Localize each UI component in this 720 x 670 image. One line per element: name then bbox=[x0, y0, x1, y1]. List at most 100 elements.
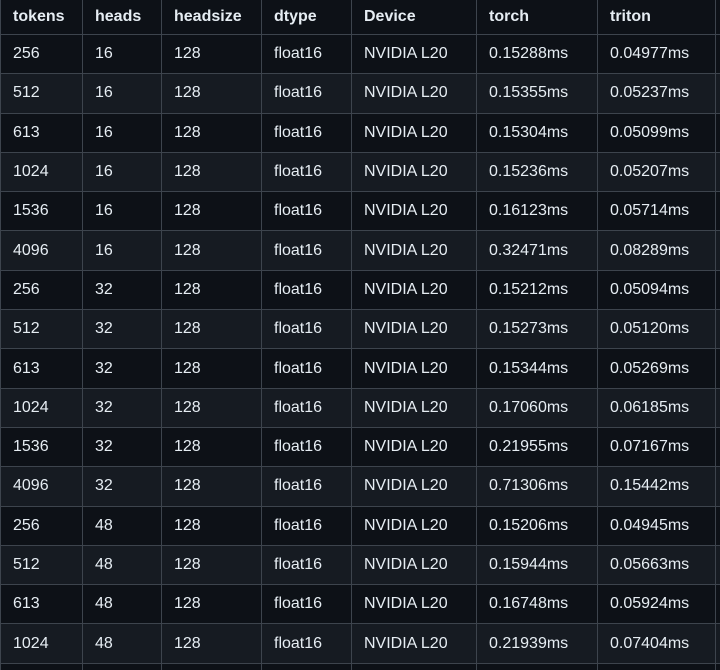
table-cell: float16 bbox=[261, 584, 352, 625]
table-cell: 0.32471ms bbox=[476, 230, 598, 271]
table-cell: NVIDIA L20 bbox=[351, 73, 477, 114]
table-cell-cropped bbox=[715, 230, 720, 271]
table-cell: 0.15273ms bbox=[476, 309, 598, 350]
table-cell: 32 bbox=[82, 309, 162, 350]
table-body: 256 16 128 float16 NVIDIA L20 0.15288ms 0.0497… bbox=[0, 33, 720, 670]
table-cell: 512 bbox=[0, 73, 83, 114]
table-cell: 4096 bbox=[0, 230, 83, 271]
table-row: 1024 32 128 float16 NVIDIA L20 0.17060ms 0.061… bbox=[0, 387, 720, 428]
table-cell: NVIDIA L20 bbox=[351, 466, 477, 507]
table-cell-cropped bbox=[715, 387, 720, 428]
table-row: 613 32 128 float16 NVIDIA L20 0.15344ms 0.0526… bbox=[0, 348, 720, 389]
table-cell: 0.21955ms bbox=[476, 426, 598, 468]
table-cell-cropped bbox=[715, 466, 720, 507]
table-cell: 0.71306ms bbox=[476, 466, 598, 507]
table-cell: 48 bbox=[82, 623, 162, 664]
table-cell: float16 bbox=[261, 151, 352, 193]
table-cell: 512 bbox=[0, 544, 83, 586]
table-cell: 256 bbox=[0, 33, 83, 75]
table-cell: float16 bbox=[261, 623, 352, 664]
table-cell-cropped bbox=[261, 662, 352, 670]
table-cell: NVIDIA L20 bbox=[351, 230, 477, 271]
table-cell-cropped bbox=[715, 662, 720, 670]
table-cell: 0.05269ms bbox=[597, 348, 716, 389]
table-cell: 128 bbox=[161, 151, 262, 193]
table-cell: 613 bbox=[0, 348, 83, 389]
table-cell: float16 bbox=[261, 112, 352, 153]
table-cell: NVIDIA L20 bbox=[351, 387, 477, 428]
table-cell-cropped bbox=[351, 662, 477, 670]
table-cell: 0.05714ms bbox=[597, 191, 716, 232]
table-cell: float16 bbox=[261, 309, 352, 350]
table-cell: 128 bbox=[161, 112, 262, 153]
column-header-torch: torch bbox=[476, 0, 598, 35]
table-cell: NVIDIA L20 bbox=[351, 505, 477, 546]
table-cell: 0.05094ms bbox=[597, 269, 716, 311]
table-cell: 48 bbox=[82, 505, 162, 546]
table-cell: 128 bbox=[161, 505, 262, 546]
table-cell: 0.16123ms bbox=[476, 191, 598, 232]
table-row: 1536 16 128 float16 NVIDIA L20 0.16123ms 0.057… bbox=[0, 191, 720, 232]
table-cell: 0.16748ms bbox=[476, 584, 598, 625]
table-row: 1024 16 128 float16 NVIDIA L20 0.15236ms 0.052… bbox=[0, 151, 720, 193]
table-cell-cropped bbox=[0, 662, 83, 670]
table-cell: 32 bbox=[82, 466, 162, 507]
table-cell: 128 bbox=[161, 309, 262, 350]
table-cell-cropped bbox=[715, 544, 720, 586]
table-cell: 0.17060ms bbox=[476, 387, 598, 428]
table-cell: 0.08289ms bbox=[597, 230, 716, 271]
table-cell: 1024 bbox=[0, 623, 83, 664]
table-cell: 0.15344ms bbox=[476, 348, 598, 389]
table-cell-cropped bbox=[597, 662, 716, 670]
table-cell: NVIDIA L20 bbox=[351, 151, 477, 193]
table-cell: 16 bbox=[82, 33, 162, 75]
table-row: 613 16 128 float16 NVIDIA L20 0.15304ms 0.0509… bbox=[0, 112, 720, 153]
table-cell-cropped bbox=[715, 112, 720, 153]
table-cell: 16 bbox=[82, 73, 162, 114]
table-cell-cropped bbox=[476, 662, 598, 670]
table-cell: 1536 bbox=[0, 426, 83, 468]
table-cell: 128 bbox=[161, 584, 262, 625]
table-cell: 16 bbox=[82, 112, 162, 153]
table-cell-cropped bbox=[715, 191, 720, 232]
table-row: 1536 32 128 float16 NVIDIA L20 0.21955ms 0.071… bbox=[0, 426, 720, 468]
column-header-headsize: headsize bbox=[161, 0, 262, 35]
table-cell-cropped bbox=[715, 269, 720, 311]
column-header-cropped bbox=[715, 0, 720, 35]
table-cell: NVIDIA L20 bbox=[351, 33, 477, 75]
table-row: 512 32 128 float16 NVIDIA L20 0.15273ms 0.0512… bbox=[0, 309, 720, 350]
table-cell: 613 bbox=[0, 112, 83, 153]
table-cell: 128 bbox=[161, 387, 262, 428]
column-header-heads: heads bbox=[82, 0, 162, 35]
table-cell-cropped bbox=[715, 73, 720, 114]
table-cell: 0.06185ms bbox=[597, 387, 716, 428]
column-header-tokens: tokens bbox=[0, 0, 83, 35]
table-cell: 128 bbox=[161, 230, 262, 271]
table-cell: 0.15355ms bbox=[476, 73, 598, 114]
table-cell: 0.15944ms bbox=[476, 544, 598, 586]
table-cell: 0.15442ms bbox=[597, 466, 716, 507]
table-cell: 0.05207ms bbox=[597, 151, 716, 193]
table-cell: 128 bbox=[161, 544, 262, 586]
table-cell: 0.07404ms bbox=[597, 623, 716, 664]
table-cell-cropped bbox=[715, 151, 720, 193]
table-row: 512 48 128 float16 NVIDIA L20 0.15944ms 0.0566… bbox=[0, 544, 720, 586]
table-cell-cropped bbox=[715, 584, 720, 625]
table-cell: 4096 bbox=[0, 466, 83, 507]
table-cell: 0.15236ms bbox=[476, 151, 598, 193]
table-cell: NVIDIA L20 bbox=[351, 112, 477, 153]
table-cell: 128 bbox=[161, 623, 262, 664]
table-cell: 48 bbox=[82, 584, 162, 625]
table-cell: 0.04977ms bbox=[597, 33, 716, 75]
table-cell: 0.15212ms bbox=[476, 269, 598, 311]
table-cell: float16 bbox=[261, 269, 352, 311]
column-header-dtype: dtype bbox=[261, 0, 352, 35]
table-cell: float16 bbox=[261, 544, 352, 586]
table-cell: float16 bbox=[261, 230, 352, 271]
table-cell: float16 bbox=[261, 466, 352, 507]
table-header-row: tokens heads headsize dtype Device torch trito… bbox=[0, 0, 720, 35]
table-cell: NVIDIA L20 bbox=[351, 584, 477, 625]
table-row: 1024 48 128 float16 NVIDIA L20 0.21939ms 0.074… bbox=[0, 623, 720, 664]
table-cell-cropped bbox=[715, 623, 720, 664]
